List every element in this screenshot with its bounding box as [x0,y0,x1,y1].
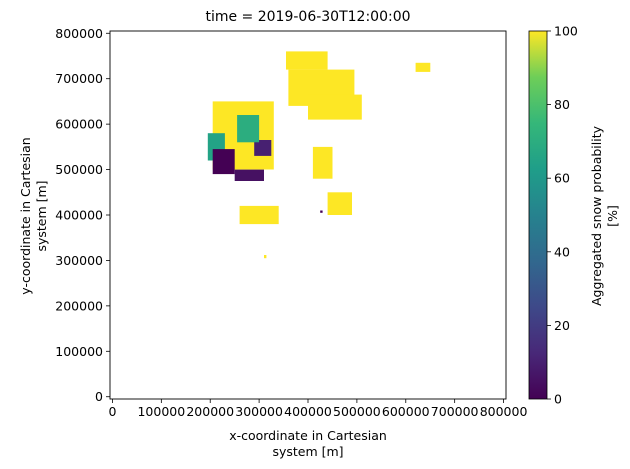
heatmap-layer [207,51,431,259]
x-axis-label-line2: system [m] [272,444,343,459]
heatmap-region-central-east-lowpatch [254,140,272,156]
heatmap-region-central-south-lowband [234,169,264,181]
colorbar-tick-label: 80 [554,97,570,112]
x-tick-label: 800000 [480,404,528,419]
x-tick-label: 500000 [333,404,381,419]
heatmap-region-middle-east-patches [312,146,333,179]
y-tick-label: 400000 [55,208,103,223]
x-tick-label: 600000 [382,404,430,419]
colorbar-label-line2: [%] [605,205,620,227]
x-tick-label: 700000 [431,404,479,419]
heatmap-region-north-top-patch [286,51,328,70]
y-tick-label: 700000 [55,71,103,86]
colorbar-tick-label: 60 [554,171,570,186]
heatmap-region-far-northeast-patch [415,62,431,72]
colorbar-ticks: 0 20 40 60 80 100 [547,24,578,407]
x-tick-label: 200000 [186,404,234,419]
colorbar-tick-label: 20 [554,318,570,333]
x-tick-label: 0 [108,404,116,419]
y-axis-ticks: 0 100000 200000 300000 400000 500000 600000 700… [55,26,110,404]
y-axis-label-line2: system [m] [34,180,49,251]
y-tick-label: 800000 [55,26,103,41]
colorbar-label-line1: Aggregated snow probability [589,125,604,306]
x-axis-ticks: 0 100000 200000 300000 400000 500000 600000 700… [108,399,527,419]
heatmap-region-south-central-patches [239,205,279,225]
y-tick-label: 0 [95,389,103,404]
heatmap-region-isolated-low-pixel [320,210,323,213]
y-tick-label: 200000 [55,298,103,313]
heatmap-region-isolated-snow-pixel [264,255,267,259]
heatmap-region-northeast-snow-south [308,94,362,120]
colorbar-tick-label: 40 [554,244,570,259]
heatmap-region-central-interior-green [237,115,260,143]
x-tick-label: 400000 [284,404,332,419]
y-tick-label: 300000 [55,253,103,268]
y-tick-label: 100000 [55,344,103,359]
chart-title: time = 2019-06-30T12:00:00 [205,9,410,25]
y-tick-label: 600000 [55,117,103,132]
heatmap-region-east-small-patches [327,192,352,215]
x-axis-label-line1: x-coordinate in Cartesian [229,428,387,443]
y-tick-label: 500000 [55,162,103,177]
y-axis-label-line1: y-coordinate in Cartesian [18,137,33,294]
colorbar [528,30,548,400]
x-tick-label: 100000 [137,404,185,419]
x-tick-label: 300000 [235,404,283,419]
colorbar-tick-label: 100 [554,24,578,39]
heatmap-region-central-southwest-lowband [212,149,235,175]
colorbar-tick-label: 0 [554,392,562,407]
